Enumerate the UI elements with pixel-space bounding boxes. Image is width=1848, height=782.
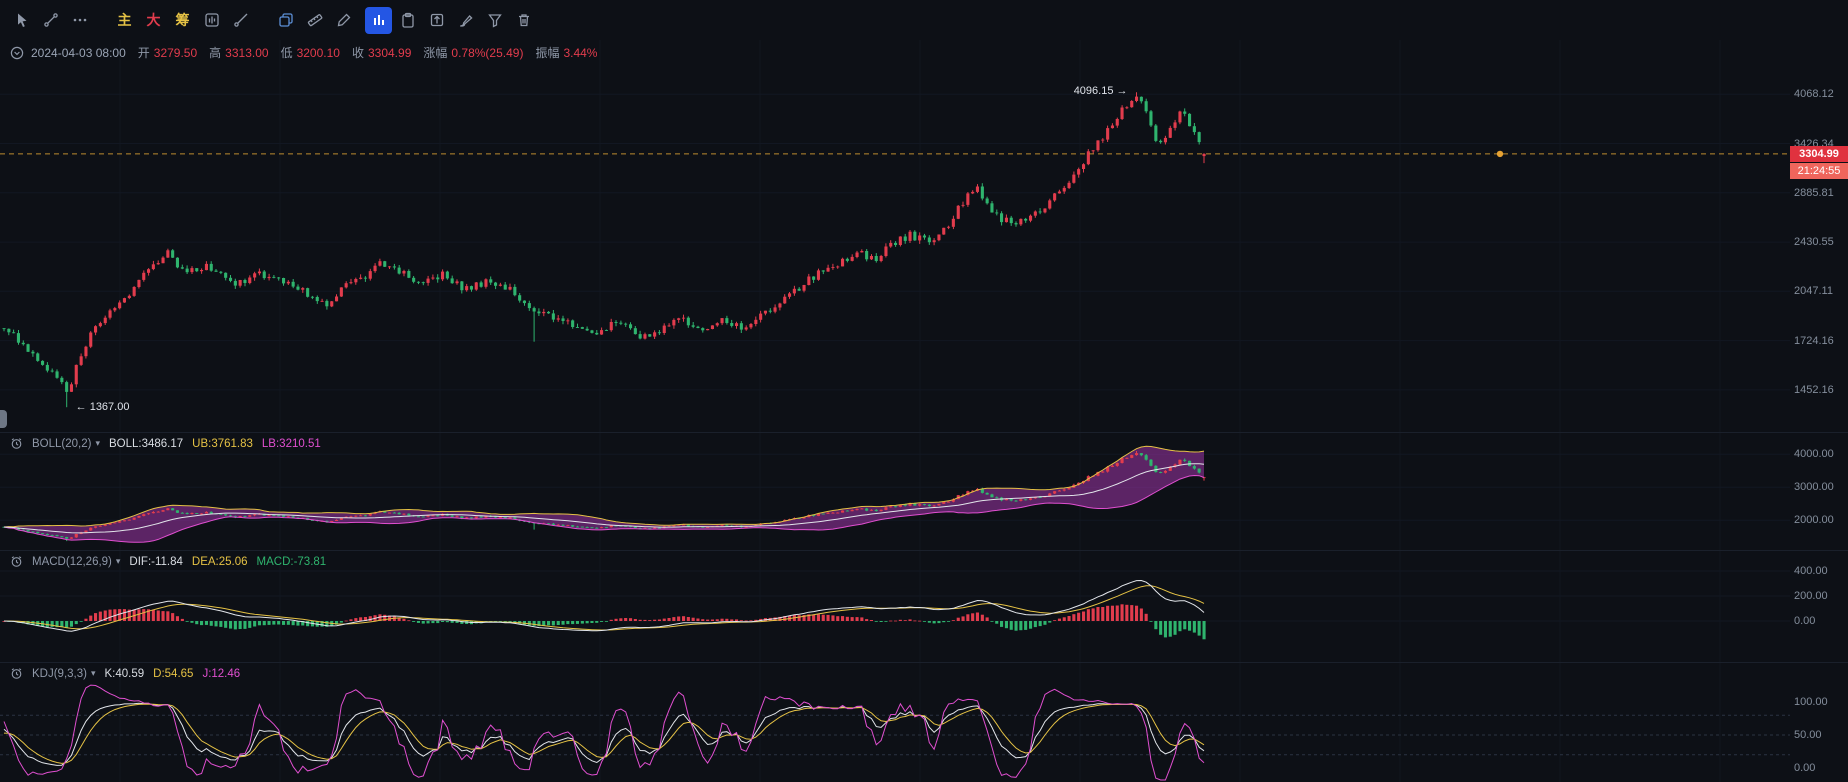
pane-resize-handle[interactable] xyxy=(0,410,7,428)
kdj-indicator-panel[interactable]: KDJ(9,3,3) ▾ K:40.59 D:54.65 J:12.46 100… xyxy=(0,662,1848,782)
high-label: 高 xyxy=(209,46,222,60)
change-value: 0.78%(25.49) xyxy=(451,45,524,60)
macd-tick: 200.00 xyxy=(1794,590,1828,602)
compare-icon xyxy=(278,13,293,27)
chart-box-tool-button[interactable] xyxy=(198,7,225,34)
kdj-name[interactable]: KDJ(9,3,3) xyxy=(32,667,87,680)
collapse-circle-icon[interactable] xyxy=(10,46,24,60)
high-annotation: 4096.15 → xyxy=(1073,85,1128,98)
candle-timestamp: 2024-04-03 08:00 xyxy=(31,45,126,60)
macd-header: MACD(12,26,9) ▾ DIF:-11.84 DEA:25.06 MAC… xyxy=(10,555,326,568)
ohlc-info-bar: 2024-04-03 08:00 开 3279.50 高 3313.00 低 3200… xyxy=(10,44,597,61)
cursor-tool-button[interactable] xyxy=(8,7,35,34)
trash-tool-button[interactable] xyxy=(510,7,537,34)
bar-chart-icon xyxy=(373,15,384,25)
low-annotation: ← 1367.00 xyxy=(75,401,130,414)
trash-icon xyxy=(518,14,529,27)
clipboard-icon xyxy=(401,12,414,28)
chevron-down-icon[interactable]: ▾ xyxy=(90,668,96,678)
chart-box-icon xyxy=(204,13,219,27)
open-label: 开 xyxy=(137,46,150,60)
close-label: 收 xyxy=(351,46,364,60)
amplitude-value: 3.44% xyxy=(563,45,598,60)
ray-line-icon xyxy=(233,13,247,27)
chip-distribution-button[interactable]: 筹 xyxy=(175,12,190,28)
chevron-down-icon[interactable]: ▾ xyxy=(115,556,121,566)
macd-name[interactable]: MACD(12,26,9) xyxy=(32,555,112,568)
filter-tool-button[interactable] xyxy=(481,7,508,34)
boll-tick: 3000.00 xyxy=(1794,481,1834,494)
countdown-timer-badge: 21:24:55 xyxy=(1790,162,1848,179)
high-value: 3313.00 xyxy=(225,45,269,60)
price-tick: 1724.16 xyxy=(1794,334,1834,347)
boll-chart[interactable] xyxy=(0,433,1790,551)
bar-chart-tool-button[interactable] xyxy=(365,6,392,34)
alert-icon[interactable] xyxy=(10,437,23,450)
brush-icon xyxy=(459,15,473,27)
boll-ub-value: UB:3761.83 xyxy=(192,437,253,450)
boll-indicator-panel[interactable]: BOLL(20,2) ▾ BOLL:3486.17 UB:3761.83 LB:… xyxy=(0,432,1848,551)
chevron-down-icon[interactable]: ▾ xyxy=(95,438,100,448)
kdj-tick: 100.00 xyxy=(1794,696,1828,708)
kdj-j-value: J:12.46 xyxy=(202,667,241,680)
macd-chart[interactable] xyxy=(0,551,1790,663)
boll-tick: 2000.00 xyxy=(1794,514,1834,527)
open-value: 3279.50 xyxy=(153,45,198,60)
boll-lb-value: LB:3210.51 xyxy=(261,437,321,450)
boll-mid-value: BOLL:3486.17 xyxy=(108,437,184,450)
low-label: 低 xyxy=(280,46,293,60)
boll-tick: 4000.00 xyxy=(1794,448,1834,461)
kdj-header: KDJ(9,3,3) ▾ K:40.59 D:54.65 J:12.46 xyxy=(10,667,240,680)
more-tools-button[interactable] xyxy=(66,7,93,34)
macd-tick: 0.00 xyxy=(1794,615,1816,627)
kdj-k-value: K:40.59 xyxy=(104,667,145,680)
kdj-tick: 0.00 xyxy=(1794,762,1816,774)
amplitude-label: 振幅 xyxy=(535,46,560,60)
boll-header: BOLL(20,2) ▾ BOLL:3486.17 UB:3761.83 LB:… xyxy=(10,437,321,450)
macd-dea-value: DEA:25.06 xyxy=(191,555,248,568)
kdj-chart[interactable] xyxy=(0,663,1790,782)
price-tick: 1452.16 xyxy=(1794,383,1834,396)
low-value: 3200.10 xyxy=(296,45,340,60)
price-tick: 2047.11 xyxy=(1794,285,1833,298)
alert-icon[interactable] xyxy=(10,667,23,680)
change-label: 涨幅 xyxy=(423,46,448,60)
drawing-toolbar: 主 大 筹 xyxy=(0,0,1848,40)
macd-dif-value: DIF:-11.84 xyxy=(129,555,183,568)
large-view-button[interactable]: 大 xyxy=(146,12,161,28)
trendline-icon xyxy=(43,13,58,27)
ray-line-tool-button[interactable] xyxy=(227,7,254,34)
macd-tick: 400.00 xyxy=(1794,565,1828,577)
close-value: 3304.99 xyxy=(367,45,412,60)
kdj-d-value: D:54.65 xyxy=(153,667,194,680)
macd-hist-value: MACD:-73.81 xyxy=(256,555,327,568)
more-icon xyxy=(73,18,86,22)
alert-icon[interactable] xyxy=(10,555,23,568)
boll-name[interactable]: BOLL(20,2) xyxy=(32,437,92,450)
filter-icon xyxy=(487,14,502,28)
last-price-badge: 3304.99 xyxy=(1790,145,1848,162)
kdj-tick: 50.00 xyxy=(1794,729,1822,741)
price-tick: 4068.12 xyxy=(1794,88,1834,101)
trendline-tool-button[interactable] xyxy=(37,7,64,34)
brush-tool-button[interactable] xyxy=(452,7,479,34)
main-price-panel[interactable]: 2024-04-03 08:00 开 3279.50 高 3313.00 低 3200… xyxy=(0,40,1848,432)
pen-tool-button[interactable] xyxy=(330,7,357,34)
clipboard-tool-button[interactable] xyxy=(394,7,421,34)
macd-indicator-panel[interactable]: MACD(12,26,9) ▾ DIF:-11.84 DEA:25.06 MAC… xyxy=(0,550,1848,663)
price-tick: 2430.55 xyxy=(1794,236,1834,249)
price-tick: 2885.81 xyxy=(1794,186,1834,199)
export-icon xyxy=(430,13,443,27)
compare-tool-button[interactable] xyxy=(272,7,299,34)
main-overlay-button[interactable]: 主 xyxy=(117,12,132,28)
candlestick-chart[interactable] xyxy=(0,40,1790,432)
chart-area: 2024-04-03 08:00 开 3279.50 高 3313.00 低 3200… xyxy=(0,40,1848,782)
ruler-icon xyxy=(307,14,322,27)
cursor-icon xyxy=(17,13,26,27)
pen-icon xyxy=(337,13,350,27)
ruler-tool-button[interactable] xyxy=(301,7,328,34)
export-tool-button[interactable] xyxy=(423,7,450,34)
